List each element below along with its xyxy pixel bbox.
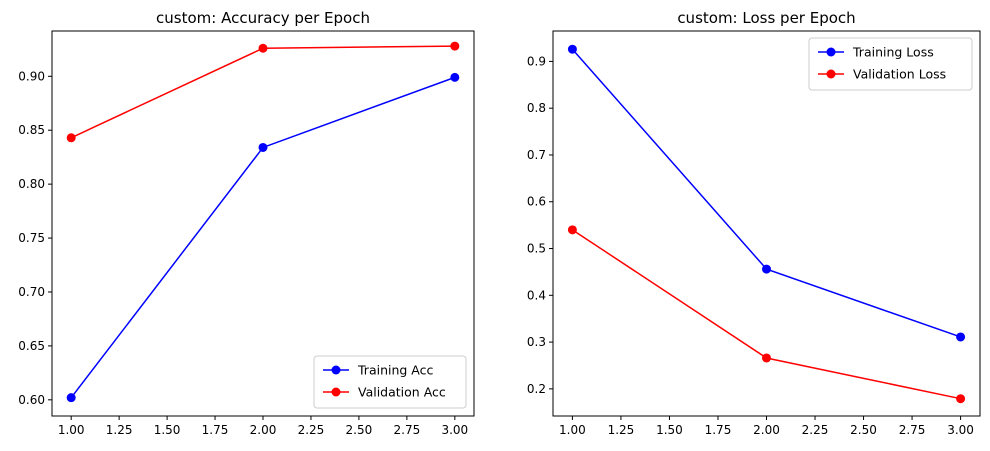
x-tick-label: 2.25 (298, 423, 325, 437)
legend-swatch-marker (826, 47, 836, 57)
legend-label: Validation Loss (853, 67, 946, 82)
y-tick-label: 0.90 (18, 69, 45, 83)
x-tick-label: 2.75 (394, 423, 421, 437)
y-tick-label: 0.70 (18, 285, 45, 299)
data-point (258, 142, 268, 152)
y-tick-label: 0.60 (18, 393, 45, 407)
y-tick-label: 0.65 (18, 339, 45, 353)
y-tick-label: 0.80 (18, 177, 45, 191)
data-point (66, 133, 76, 143)
data-point (762, 353, 771, 363)
legend: Training Loss Validation Loss (808, 37, 973, 91)
x-tick-label: 1.00 (58, 423, 85, 437)
y-tick-label: 0.3 (527, 335, 546, 349)
y-tick-label: 0.2 (527, 382, 546, 396)
series-line-2 (70, 45, 455, 139)
x-tick-label: 2.75 (899, 423, 926, 437)
plot-frame (552, 30, 981, 417)
legend-box (808, 37, 973, 91)
legend-swatch-marker (331, 365, 341, 375)
x-tick-label: 2.50 (346, 423, 373, 437)
x-tick-label: 1.25 (106, 423, 133, 437)
x-tick-label: 2.00 (250, 423, 277, 437)
x-tick-label: 1.25 (608, 423, 635, 437)
data-point (762, 264, 771, 274)
chart-title: custom: Accuracy per Epoch (156, 9, 370, 27)
x-tick-label: 1.75 (202, 423, 229, 437)
legend-box (313, 355, 467, 409)
legend-label: Training Acc (357, 363, 433, 378)
y-tick-label: 0.9 (527, 54, 546, 68)
x-tick-label: 3.00 (947, 423, 974, 437)
x-tick-label: 1.75 (705, 423, 732, 437)
legend: Training Acc Validation Acc (313, 355, 467, 409)
chart-title: custom: Loss per Epoch (677, 9, 855, 27)
y-tick-label: 0.7 (527, 148, 546, 162)
plot-frame (51, 30, 475, 417)
legend-swatch-marker (826, 69, 836, 79)
series-line-2 (571, 229, 961, 400)
data-point (450, 41, 460, 51)
x-tick-label: 2.50 (850, 423, 877, 437)
data-point (567, 225, 577, 235)
x-tick-label: 1.50 (154, 423, 181, 437)
x-tick-label: 2.25 (802, 423, 829, 437)
legend-swatch-marker (331, 387, 341, 397)
series-line-1 (70, 76, 456, 399)
y-tick-label: 0.4 (527, 288, 546, 302)
x-tick-label: 1.00 (559, 423, 586, 437)
y-tick-label: 0.5 (527, 242, 546, 256)
x-tick-label: 1.50 (656, 423, 683, 437)
chart-2: custom: Loss per Epoch 1.00 1.25 1.50 1.75 2.… (527, 9, 981, 437)
y-tick-label: 0.85 (18, 123, 45, 137)
x-tick-label: 3.00 (441, 423, 468, 437)
chart-1: custom: Accuracy per Epoch 1.00 1.25 1.50 1.… (18, 9, 475, 437)
data-point (567, 44, 577, 54)
series-line-1 (571, 48, 961, 338)
data-point (450, 72, 460, 82)
y-tick-label: 0.75 (18, 231, 45, 245)
y-tick-label: 0.8 (527, 101, 546, 115)
legend-label: Training Loss (852, 45, 934, 60)
data-point (66, 393, 76, 403)
y-tick-label: 0.6 (527, 195, 546, 209)
data-point (956, 332, 966, 342)
legend-label: Validation Acc (358, 385, 446, 400)
x-tick-label: 2.00 (753, 423, 780, 437)
data-point (258, 43, 268, 53)
data-point (956, 394, 966, 404)
